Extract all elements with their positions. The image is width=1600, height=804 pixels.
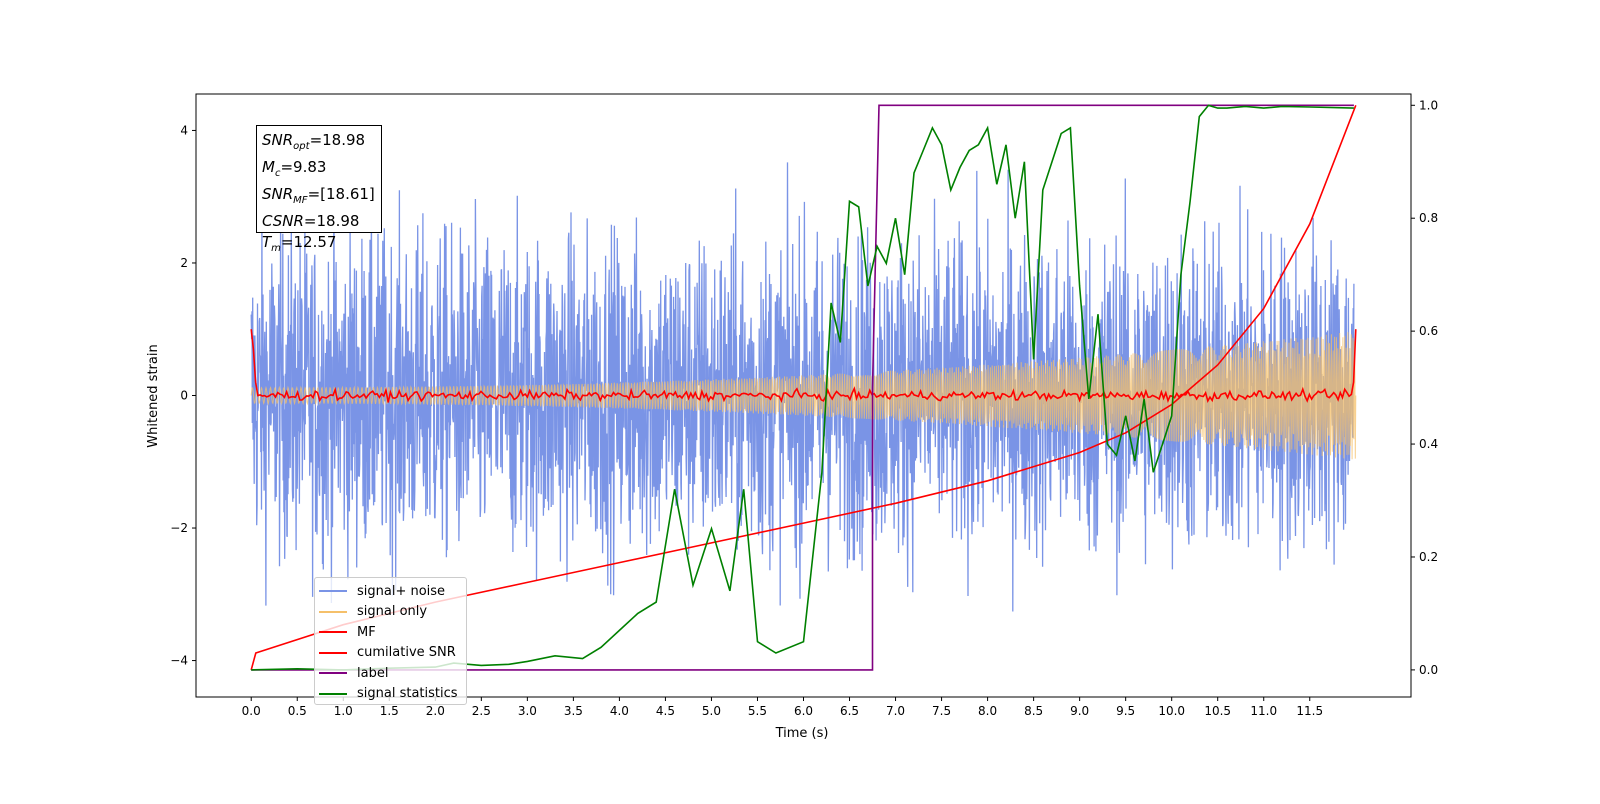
x-tick-label: 8.0: [978, 704, 997, 718]
legend-label: signal statistics: [357, 686, 458, 702]
snr-mf-row: SNRMF=[18.61]: [262, 185, 375, 206]
snr-opt-row: SNRopt=18.98: [262, 131, 366, 152]
legend-item: MF: [319, 622, 466, 643]
snr-info-box: SNRopt=18.98 Mc=9.83 SNRMF=[18.61] CSNR=…: [256, 125, 382, 254]
legend-swatch: [319, 692, 347, 695]
y-axis-label: Whitened strain: [146, 344, 161, 447]
legend-swatch: [319, 651, 347, 654]
y2-tick-label: 0.8: [1419, 211, 1438, 225]
x-tick-label: 10.5: [1204, 704, 1231, 718]
x-tick-label: 4.0: [610, 704, 629, 718]
x-tick-label: 5.5: [748, 704, 767, 718]
csnr-row: CSNR=18.98: [262, 212, 360, 230]
legend-swatch: [319, 610, 347, 613]
x-tick-label: 2.5: [472, 704, 491, 718]
snr-mf-value: [18.61]: [320, 185, 375, 203]
x-tick-label: 1.5: [380, 704, 399, 718]
tm-row: Tm=12.57: [262, 233, 337, 254]
y-tick-label: −4: [170, 654, 188, 668]
x-tick-label: 1.0: [334, 704, 353, 718]
y-tick-label: −2: [170, 521, 188, 535]
signal-statistics-line: [251, 104, 1354, 671]
x-tick-label: 10.0: [1158, 704, 1185, 718]
x-tick-label: 3.5: [564, 704, 583, 718]
y-tick-label: 4: [180, 123, 188, 137]
x-tick-label: 6.0: [794, 704, 813, 718]
mc-value: 9.83: [293, 158, 327, 176]
x-tick-label: 4.5: [656, 704, 675, 718]
legend-item: signal only: [319, 602, 466, 623]
y-tick-label: 2: [180, 256, 188, 270]
x-tick-label: 11.5: [1296, 704, 1323, 718]
x-tick-label: 8.5: [1024, 704, 1043, 718]
legend: signal+ noise signal only MF cumilative SNR…: [314, 577, 467, 705]
legend-label: label: [357, 665, 389, 681]
y2-tick-label: 0.2: [1419, 550, 1438, 564]
csnr-value: 18.98: [316, 212, 360, 230]
x-tick-label: 6.5: [840, 704, 859, 718]
x-tick-label: 5.0: [702, 704, 721, 718]
legend-swatch: [319, 631, 347, 634]
legend-item: signal+ noise: [319, 581, 466, 602]
tm-value: 12.57: [293, 233, 337, 251]
legend-item: signal statistics: [319, 684, 466, 705]
x-tick-label: 2.0: [426, 704, 445, 718]
y2-tick-label: 1.0: [1419, 98, 1438, 112]
x-axis-label: Time (s): [775, 726, 829, 741]
legend-item: cumilative SNR: [319, 643, 466, 664]
x-tick-label: 11.0: [1250, 704, 1277, 718]
x-tick-label: 0.0: [242, 704, 261, 718]
y-tick-label: 0: [180, 389, 188, 403]
x-tick-label: 3.0: [518, 704, 537, 718]
y2-tick-label: 0.0: [1419, 663, 1438, 677]
y2-tick-label: 0.4: [1419, 437, 1438, 451]
x-tick-label: 7.5: [932, 704, 951, 718]
legend-label: signal+ noise: [357, 583, 446, 599]
x-tick-label: 7.0: [886, 704, 905, 718]
x-tick-label: 0.5: [288, 704, 307, 718]
mf-line: [250, 329, 1357, 404]
legend-label: MF: [357, 624, 376, 640]
snr-opt-value: 18.98: [322, 131, 366, 149]
legend-label: cumilative SNR: [357, 645, 456, 661]
mc-row: Mc=9.83: [262, 158, 327, 179]
legend-item: label: [319, 663, 466, 684]
x-tick-label: 9.5: [1116, 704, 1135, 718]
signal-noise-line: [250, 162, 1355, 612]
x-tick-label: 9.0: [1070, 704, 1089, 718]
label-line: [251, 104, 1354, 671]
legend-swatch: [319, 672, 347, 675]
legend-label: signal only: [357, 604, 428, 620]
y2-tick-label: 0.6: [1419, 324, 1438, 338]
legend-swatch: [319, 590, 347, 593]
